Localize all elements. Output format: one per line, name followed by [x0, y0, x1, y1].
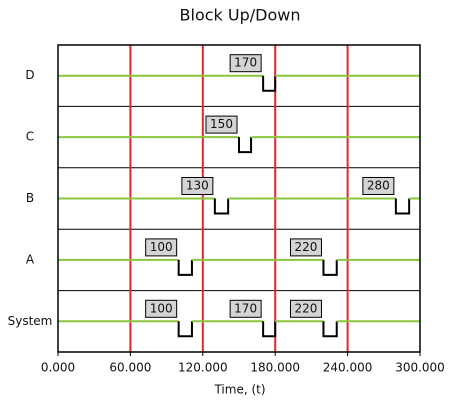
failure-label: 220: [295, 301, 318, 315]
failure-label: 170: [234, 56, 257, 70]
failure-label: 280: [367, 179, 390, 193]
x-tick-label: 240.000: [323, 361, 373, 375]
failure-label: 130: [186, 179, 209, 193]
down-dip: [322, 321, 338, 338]
x-tick-label: 0.000: [41, 361, 75, 375]
failure-label: 150: [210, 117, 233, 131]
row-label: C: [26, 130, 34, 144]
label-box: [229, 54, 262, 73]
label-box: [362, 177, 395, 195]
x-axis-label: Time, (t): [213, 383, 265, 397]
plot-frame: [57, 44, 421, 353]
label-box: [145, 299, 178, 318]
down-dip: [238, 137, 253, 154]
label-box: [205, 115, 238, 134]
down-dip: [262, 321, 277, 338]
down-dip: [177, 321, 193, 338]
x-tick-label: 300.000: [395, 361, 445, 375]
label-box: [145, 238, 178, 257]
label-box: [181, 177, 214, 195]
row-label: B: [26, 191, 34, 205]
down-dip: [394, 198, 411, 215]
failure-label: 100: [150, 301, 173, 315]
label-box: [289, 238, 322, 257]
down-dip: [262, 75, 277, 92]
down-dip: [213, 198, 230, 215]
label-box: [289, 299, 322, 318]
down-dip: [177, 259, 193, 276]
row-label: A: [26, 252, 35, 266]
failure-label: 220: [295, 240, 318, 254]
label-box: [229, 299, 262, 318]
chart-title: Block Up/Down: [180, 6, 301, 25]
row-label: D: [25, 68, 34, 82]
down-dip: [322, 259, 338, 276]
failure-label: 170: [234, 301, 257, 315]
failure-label: 100: [150, 240, 173, 254]
x-tick-label: 180.000: [250, 361, 300, 375]
x-tick-label: 60.000: [109, 361, 151, 375]
row-label: System: [8, 314, 53, 328]
x-tick-label: 120.000: [178, 361, 228, 375]
